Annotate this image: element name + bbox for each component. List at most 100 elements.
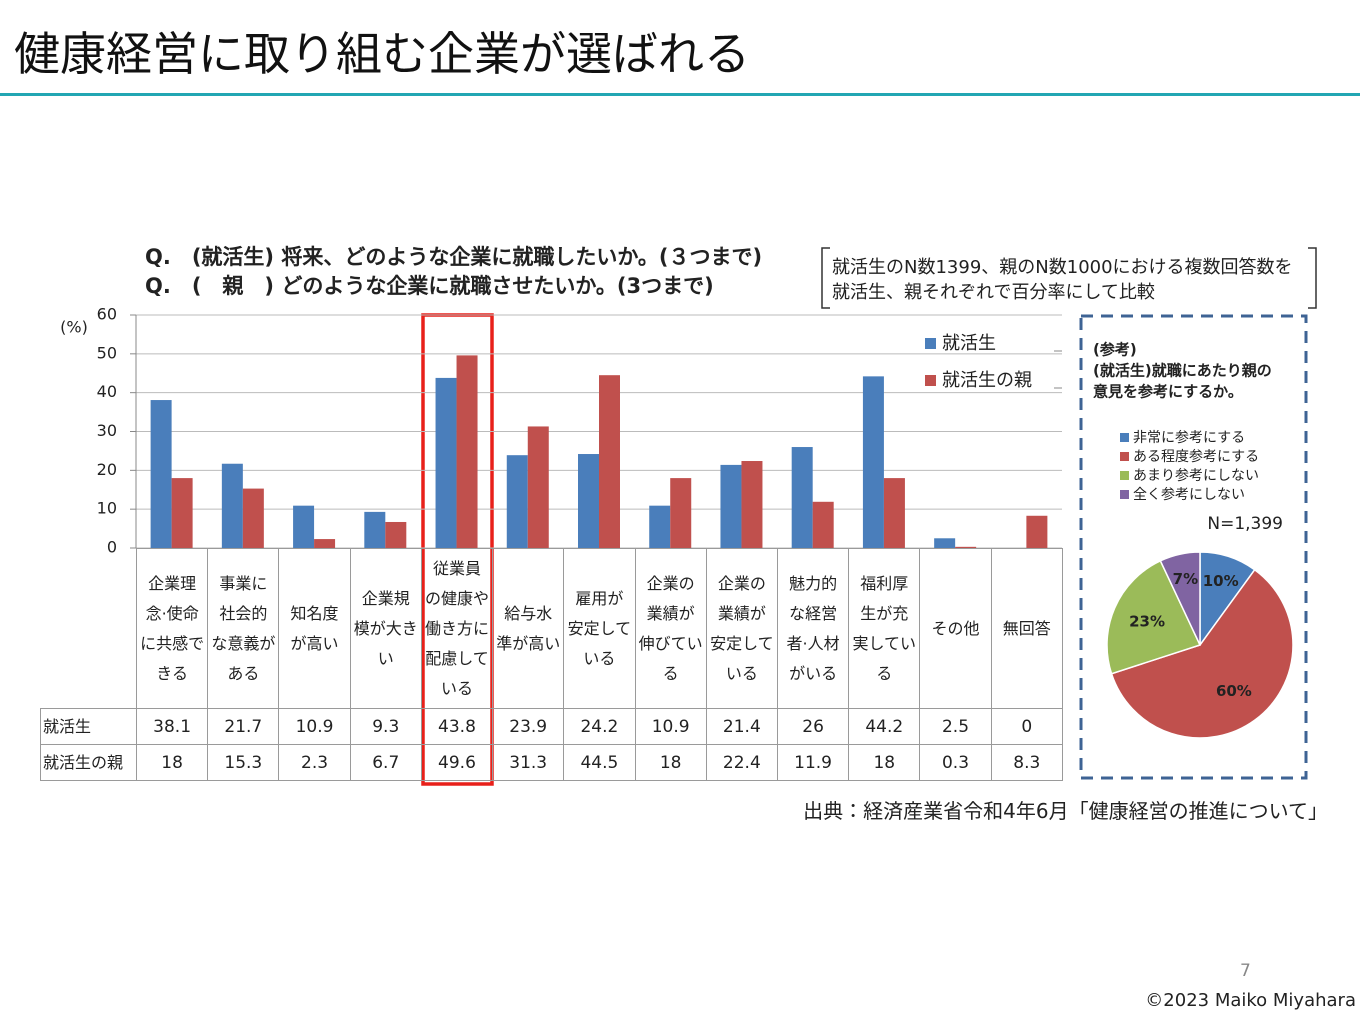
category-label: 給与水 準が高い (492, 548, 565, 709)
legend-swatch (1120, 490, 1129, 499)
bar (578, 454, 599, 548)
value-cell: 0 (990, 708, 1064, 745)
table-corner (40, 548, 137, 709)
chart-title: 意見を参考にするか。 (1093, 383, 1243, 401)
bar (599, 375, 620, 548)
chart-title: Q. (就活生) 将来、どのような企業に就職したいか。(３つまで) (145, 245, 762, 269)
note-bracket (821, 247, 1317, 309)
bar (506, 455, 528, 548)
category-label: 福利厚 生が充 実してい る (848, 548, 921, 709)
slide-title: 健康経営に取り組む企業が選ばれる (14, 27, 750, 81)
category-label: 事業に 社会的 な意義が ある (207, 548, 280, 709)
value-cell: 18 (634, 744, 707, 781)
value-cell: 31.3 (492, 744, 565, 781)
legend-label: 非常に参考にする (1133, 430, 1245, 446)
value-label: 60% (1216, 682, 1252, 700)
table-header-row: 企業理 念·使命 に共感で きる 事業に 社会的 な意義が ある 知名度 が高い 企業… (40, 548, 1064, 709)
source: 出典：経済産業省令和4年6月「健康経営の推進について」 (803, 799, 1328, 823)
bar (934, 538, 956, 548)
value-cell: 2.5 (919, 708, 992, 745)
value-cell: 9.3 (349, 708, 422, 745)
row-header: 就活生の親 (40, 744, 137, 781)
value-cell: 23.9 (492, 708, 565, 745)
category-label: 知名度 が高い (278, 548, 351, 709)
category-label: 企業規 模が大き い (349, 548, 422, 709)
value-cell: 44.5 (563, 744, 636, 781)
table-row: 就活生 38.1 21.7 10.9 9.3 43.8 23.9 24.2 10.9 21.4 26… (40, 708, 1064, 745)
y-tick-label: 20 (97, 460, 117, 479)
value-cell: 11.9 (776, 744, 850, 781)
value-cell: 44.2 (848, 708, 921, 745)
y-tick-label: 0 (107, 538, 117, 557)
chart-subtitle: N=1,399 (1207, 514, 1283, 534)
chart-title: (参考) (1093, 341, 1137, 359)
value-cell: 8.3 (990, 744, 1064, 781)
title-rule (0, 93, 1360, 96)
table-row: 就活生の親 18 15.3 2.3 6.7 49.6 31.3 44.5 18 22.4 11.9 1… (40, 744, 1064, 781)
legend-swatch (925, 338, 936, 349)
bar (221, 463, 243, 548)
category-label: 雇用が 安定して いる (563, 548, 636, 709)
copyright: ©2023 Maiko Miyahara (1145, 990, 1356, 1011)
legend-label: あまり参考にしない (1133, 468, 1259, 484)
bar (670, 478, 692, 548)
legend-label: 就活生 (942, 333, 996, 354)
legend-swatch (1120, 452, 1129, 461)
bar (812, 501, 834, 548)
value-cell: 0.3 (919, 744, 992, 781)
y-tick-label: 40 (97, 382, 117, 401)
value-cell: 15.3 (207, 744, 280, 781)
page-number: 7 (1240, 961, 1251, 981)
bar (741, 461, 763, 548)
pie-slice (1110, 568, 1294, 739)
data-table: 企業理 念·使命 に共感で きる 事業に 社会的 な意義が ある 知名度 が高い 企業… (40, 548, 1064, 781)
bar (720, 464, 742, 548)
bar (649, 505, 671, 548)
value-cell: 49.6 (420, 744, 494, 781)
category-label: 魅力的 な経営 者·人材 がいる (776, 548, 850, 709)
category-label: 企業の 業績が 伸びてい る (634, 548, 707, 709)
value-cell: 18 (135, 744, 209, 781)
legend-label: ある程度参考にする (1133, 449, 1259, 465)
row-header: 就活生 (40, 708, 137, 745)
pie-frame (1079, 314, 1308, 780)
category-label: 無回答 (990, 548, 1064, 709)
value-cell: 6.7 (349, 744, 422, 781)
bar (955, 546, 977, 548)
value-cell: 43.8 (420, 708, 494, 745)
value-label: 23% (1129, 613, 1165, 631)
y-tick-label: 10 (97, 499, 117, 518)
legend-swatch (1120, 433, 1129, 442)
note: 就活生のN数1399、親のN数1000における複数回答数を (832, 257, 1293, 278)
value-cell: 26 (776, 708, 850, 745)
bar (150, 400, 172, 548)
legend-label: 就活生の親 (942, 370, 1032, 391)
chart-title: Q. ( 親 ) どのような企業に就職させたいか。(3つまで) (145, 274, 714, 298)
bar (883, 478, 905, 548)
value-cell: 10.9 (278, 708, 351, 745)
value-cell: 38.1 (135, 708, 209, 745)
category-label: その他 (919, 548, 992, 709)
chart-title: (就活生)就職にあたり親の (1093, 362, 1272, 380)
bar (171, 478, 193, 548)
legend-swatch (1120, 471, 1129, 480)
category-label: 従業員 の健康や 働き方に 配慮して いる (420, 548, 494, 709)
value-cell: 18 (848, 744, 921, 781)
category-label: 企業理 念·使命 に共感で きる (135, 548, 209, 709)
pie-slice (1159, 551, 1201, 646)
value-cell: 21.4 (705, 708, 778, 745)
note: 就活生、親それぞれで百分率にして比較 (832, 282, 1155, 303)
value-cell: 2.3 (278, 744, 351, 781)
value-cell: 10.9 (634, 708, 707, 745)
pie-slice (1106, 559, 1202, 675)
bar (1026, 515, 1048, 548)
value-cell: 21.7 (207, 708, 280, 745)
bar (293, 505, 315, 548)
bar (456, 355, 478, 548)
y-tick-label: 60 (97, 305, 117, 324)
value-label: 10% (1203, 572, 1239, 590)
y-tick-label: 30 (97, 421, 117, 440)
bar (791, 447, 813, 548)
